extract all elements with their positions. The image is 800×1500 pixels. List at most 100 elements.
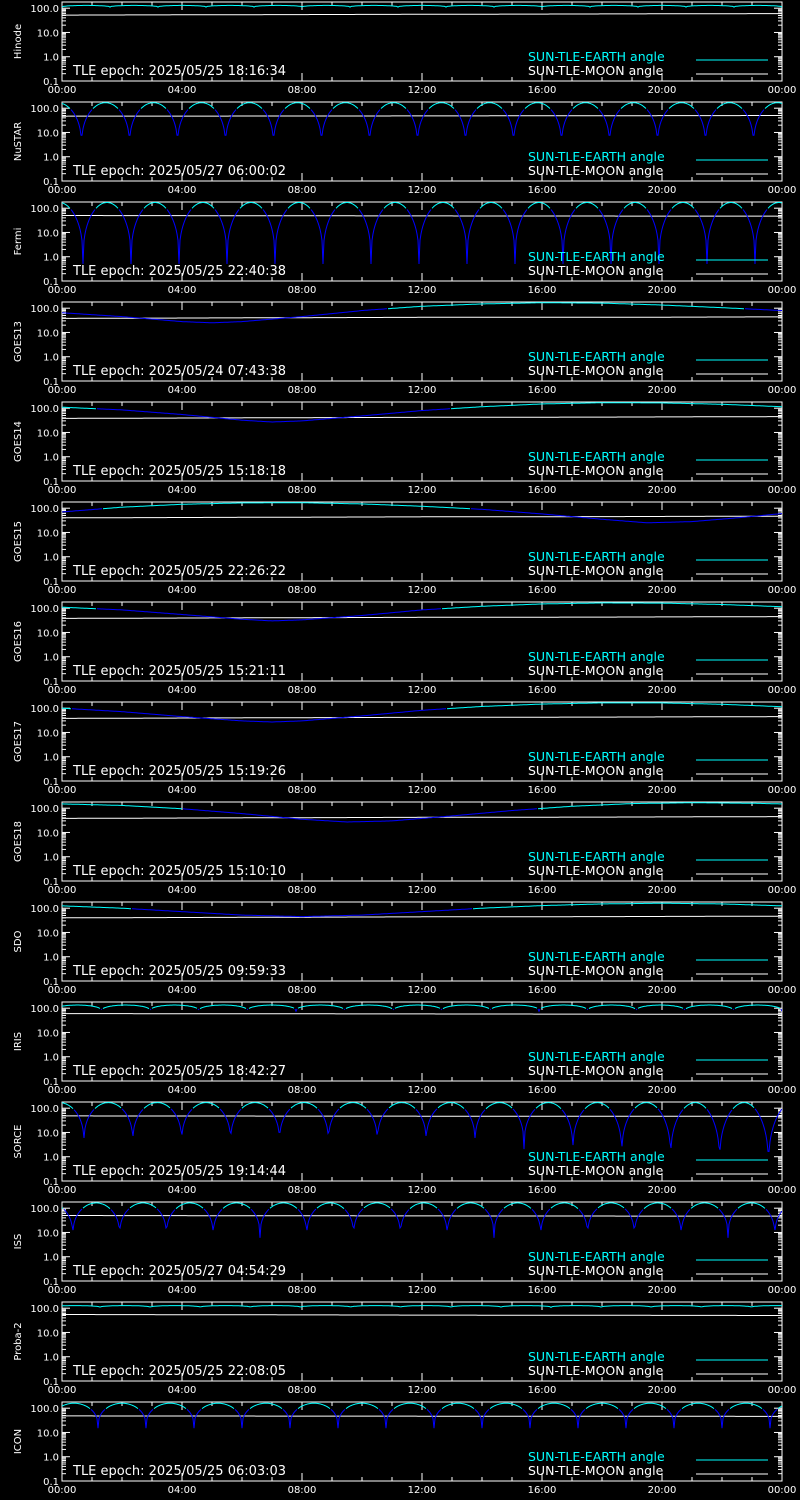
x-tick-label: 08:00 <box>288 1485 317 1496</box>
x-tick-label: 00:00 <box>48 885 77 896</box>
y-tick-label: 10.0 <box>37 28 59 39</box>
legend-sun-moon-label: SUN-TLE-MOON angle <box>528 663 664 678</box>
y-tick-label: 1.0 <box>43 1053 59 1064</box>
series-sun-moon-line <box>62 1314 782 1316</box>
x-tick-label: 20:00 <box>648 185 677 196</box>
y-tick-label: 100.0 <box>30 1304 59 1315</box>
satellite-name: Hinode <box>13 24 24 59</box>
y-tick-label: 0.1 <box>43 1277 59 1288</box>
x-tick-label: 04:00 <box>168 1285 197 1296</box>
x-tick-label: 08:00 <box>288 585 317 596</box>
y-tick-label: 10.0 <box>37 1228 59 1239</box>
x-tick-label: 20:00 <box>648 685 677 696</box>
series-sun-moon-line <box>62 316 782 319</box>
y-tick-label: 1.0 <box>43 1253 59 1264</box>
y-tick-label: 0.1 <box>43 77 59 88</box>
y-tick-label: 10.0 <box>37 928 59 939</box>
panel-goes16: 100.010.01.00.100:00 04:00 08:00 12:00 16:00… <box>13 601 796 696</box>
series-sun-earth-line <box>62 1102 755 1110</box>
legend-sun-moon-label: SUN-TLE-MOON angle <box>528 263 664 278</box>
x-tick-label: 16:00 <box>528 685 557 696</box>
y-tick-label: 1.0 <box>43 253 59 264</box>
y-tick-label: 100.0 <box>30 504 59 515</box>
y-tick-label: 100.0 <box>30 404 59 415</box>
x-tick-label: 00:00 <box>48 485 77 496</box>
y-tick-label: 1.0 <box>43 1153 59 1164</box>
panel-sorce: 100.010.01.00.100:00 04:00 08:00 12:00 16:00… <box>13 1101 796 1196</box>
legend-sun-moon-label: SUN-TLE-MOON angle <box>528 1063 664 1078</box>
series-sun-moon-line <box>62 515 782 519</box>
y-tick-label: 100.0 <box>30 4 59 15</box>
x-tick-label: 04:00 <box>168 685 197 696</box>
series-sun-earth-line-occulted <box>70 109 765 136</box>
y-tick-label: 100.0 <box>30 1004 59 1015</box>
x-tick-label: 12:00 <box>408 1285 437 1296</box>
y-tick-label: 10.0 <box>37 328 59 339</box>
series-sun-earth-line <box>62 1402 782 1410</box>
legend-sun-moon-label: SUN-TLE-MOON angle <box>528 363 664 378</box>
y-tick-label: 0.1 <box>43 377 59 388</box>
panel-goes13: 100.010.01.00.100:00 04:00 08:00 12:00 16:00… <box>13 301 796 396</box>
y-tick-label: 1.0 <box>43 353 59 364</box>
x-tick-label: 20:00 <box>648 385 677 396</box>
tle-epoch-label: TLE epoch: 2025/05/25 18:16:34 <box>72 64 286 79</box>
y-tick-label: 10.0 <box>37 1128 59 1139</box>
y-tick-label: 10.0 <box>37 1028 59 1039</box>
y-tick-label: 0.1 <box>43 1477 59 1488</box>
series-sun-earth-line <box>62 402 782 410</box>
x-tick-label: 12:00 <box>408 985 437 996</box>
panel-goes17: 100.010.01.00.100:00 04:00 08:00 12:00 16:00… <box>13 701 796 796</box>
y-tick-label: 100.0 <box>30 904 59 915</box>
x-tick-label: 12:00 <box>408 785 437 796</box>
series-sun-earth-line <box>62 1202 766 1209</box>
x-tick-label: 20:00 <box>648 1285 677 1296</box>
y-tick-label: 100.0 <box>30 1104 59 1115</box>
legend-sun-earth-label: SUN-TLE-EARTH angle <box>528 349 665 364</box>
legend-sun-earth-label: SUN-TLE-EARTH angle <box>528 449 665 464</box>
y-tick-label: 1.0 <box>43 853 59 864</box>
x-tick-label: 12:00 <box>408 1485 437 1496</box>
satellite-name: GOES17 <box>13 721 24 762</box>
x-tick-label: 00:00 <box>48 1285 77 1296</box>
satellite-name: GOES13 <box>13 321 24 362</box>
x-tick-label: 20:00 <box>648 1085 677 1096</box>
legend-sun-moon-label: SUN-TLE-MOON angle <box>528 763 664 778</box>
x-tick-label: 12:00 <box>408 585 437 596</box>
legend-sun-earth-label: SUN-TLE-EARTH angle <box>528 849 665 864</box>
series-sun-earth-line-occulted <box>90 1409 778 1429</box>
panel-fermi: 100.010.01.00.100:00 04:00 08:00 12:00 16:00… <box>13 201 796 296</box>
y-tick-label: 100.0 <box>30 704 59 715</box>
legend-sun-earth-label: SUN-TLE-EARTH angle <box>528 749 665 764</box>
x-tick-label: 20:00 <box>648 1485 677 1496</box>
legend-sun-earth-label: SUN-TLE-EARTH angle <box>528 249 665 264</box>
legend-sun-earth-label: SUN-TLE-EARTH angle <box>528 1449 665 1464</box>
satellite-name: Fermi <box>13 228 24 256</box>
series-sun-earth-line-occulted <box>73 1108 782 1153</box>
y-tick-label: 0.1 <box>43 477 59 488</box>
series-sun-moon-line <box>62 915 782 919</box>
y-tick-label: 10.0 <box>37 728 59 739</box>
series-sun-earth-line-occulted <box>182 808 537 823</box>
series-sun-moon-line <box>62 215 782 217</box>
panel-goes15: 100.010.01.00.100:00 04:00 08:00 12:00 16:00… <box>13 501 796 596</box>
satellite-name: NuSTAR <box>13 122 24 161</box>
legend-sun-moon-label: SUN-TLE-MOON angle <box>528 1263 664 1278</box>
legend-sun-moon-label: SUN-TLE-MOON angle <box>528 1163 664 1178</box>
tle-epoch-label: TLE epoch: 2025/05/27 06:00:02 <box>72 164 286 179</box>
tle-epoch-label: TLE epoch: 2025/05/25 18:42:27 <box>72 1064 286 1079</box>
y-tick-label: 10.0 <box>37 428 59 439</box>
x-tick-label: 04:00 <box>168 285 197 296</box>
y-tick-label: 1.0 <box>43 953 59 964</box>
x-tick-label: 08:00 <box>288 785 317 796</box>
series-sun-moon-line <box>62 1115 782 1117</box>
series-sun-moon-line <box>62 1013 782 1015</box>
x-tick-label: 00:00 <box>48 685 77 696</box>
x-tick-label: 04:00 <box>168 1485 197 1496</box>
tle-epoch-label: TLE epoch: 2025/05/25 22:26:22 <box>72 564 286 579</box>
y-tick-label: 100.0 <box>30 304 59 315</box>
y-tick-label: 100.0 <box>30 804 59 815</box>
y-tick-label: 1.0 <box>43 53 59 64</box>
y-tick-label: 10.0 <box>37 828 59 839</box>
x-tick-label: 00:00 <box>768 1285 797 1296</box>
